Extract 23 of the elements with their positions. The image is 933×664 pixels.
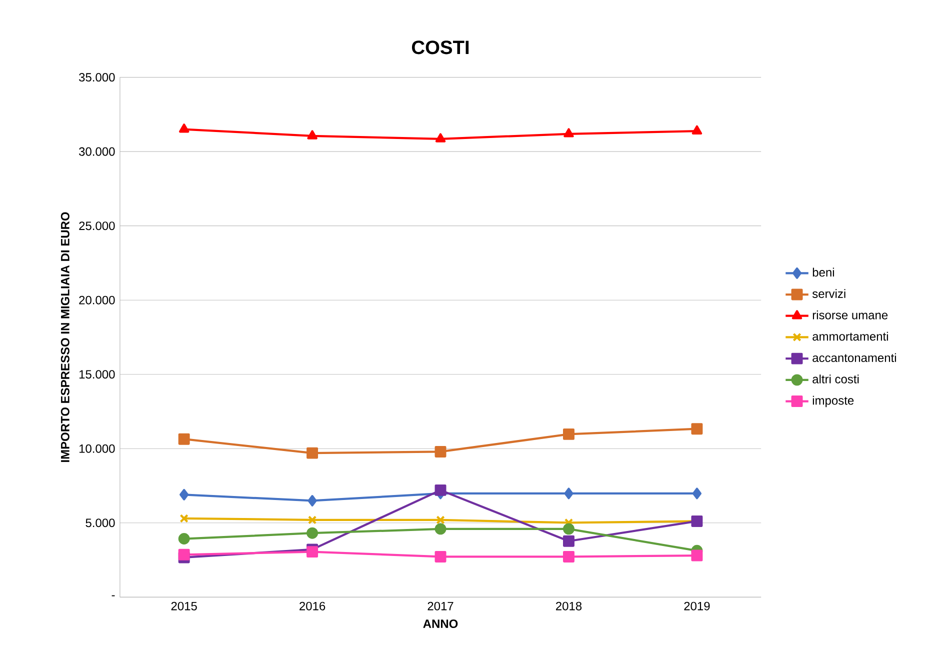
- legend-label: beni: [812, 268, 834, 277]
- y-tick-label: 15.000: [79, 370, 115, 379]
- y-tick-label: 5.000: [86, 518, 115, 528]
- y-axis-title: IMPORTO ESPRESSO IN MIGLIAIA DI EURO: [60, 212, 70, 462]
- x-tick-label: 2015: [171, 602, 197, 610]
- x-tick-label: 2019: [684, 602, 710, 610]
- x-tick-label: 2016: [300, 602, 326, 610]
- legend-label: ammortamenti: [812, 332, 888, 341]
- x-tick-label: 2018: [556, 602, 582, 610]
- legend-label: imposte: [812, 396, 854, 408]
- chart-title: COSTI: [412, 40, 469, 54]
- y-tick-label: 25.000: [79, 222, 115, 230]
- legend-label: altri costi: [812, 374, 859, 384]
- x-axis-title: ANNO: [423, 620, 458, 628]
- x-tick-label: 2017: [428, 602, 454, 610]
- y-tick-label: 30.000: [79, 147, 115, 156]
- legend-label: accantonamenti: [812, 353, 896, 362]
- legend-label: servizi: [812, 289, 846, 298]
- y-tick-label: 20.000: [79, 296, 115, 304]
- y-tick-label: 35.000: [79, 73, 115, 82]
- y-tick-label: 10.000: [79, 444, 115, 453]
- y-tick-label: -: [112, 595, 115, 596]
- legend-label: risorse umane: [812, 310, 888, 320]
